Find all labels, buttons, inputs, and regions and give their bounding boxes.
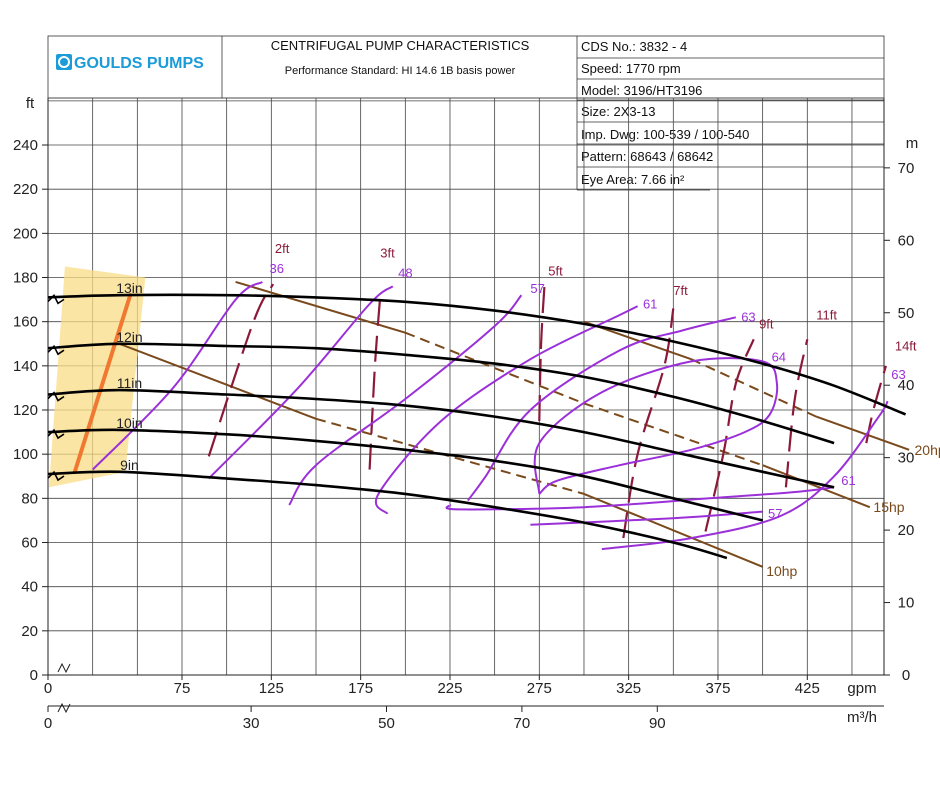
y2-tick-label: 20 <box>898 522 915 539</box>
efficiency-label-63: 63 <box>741 310 755 325</box>
y-tick-label: 120 <box>13 402 38 419</box>
npsh-line-2ft <box>209 284 273 456</box>
efficiency-label-61: 61 <box>643 296 657 311</box>
info-table: CDS No.: 3832 - 4 Speed: 1770 rpm Model:… <box>577 39 884 190</box>
head-label-11in: 11in <box>117 375 142 391</box>
x2-tick-label: 70 <box>514 715 531 732</box>
npsh-label-2ft: 2ft <box>275 241 290 256</box>
info-cds-no: CDS No.: 3832 - 4 <box>581 39 687 54</box>
header: GOULDS PUMPS CENTRIFUGAL PUMP CHARACTERI… <box>48 36 884 190</box>
y2-tick-label: 60 <box>898 232 915 249</box>
y-tick-label: 220 <box>13 181 38 198</box>
x-tick-label: 75 <box>174 680 191 697</box>
x-tick-label: 175 <box>348 680 373 697</box>
npsh-label-5ft: 5ft <box>548 263 563 278</box>
power-line-20hp-dashed <box>691 359 816 416</box>
y-tick-label: 240 <box>13 137 38 154</box>
x-tick-label: 0 <box>44 680 52 697</box>
x-tick-label: 125 <box>259 680 284 697</box>
info-pattern: Pattern: 68643 / 68642 <box>581 149 713 164</box>
efficiency-label-64: 64 <box>772 349 786 364</box>
power-label-15hp: 15hp <box>873 499 904 515</box>
x-tick-label: 425 <box>795 680 820 697</box>
y2-tick-label: 70 <box>898 160 915 177</box>
npsh-label-3ft: 3ft <box>380 246 395 261</box>
x-tick-label: 325 <box>616 680 641 697</box>
x-tick-label: 225 <box>437 680 462 697</box>
npsh-line-11ft <box>786 339 807 487</box>
y-tick-label: 0 <box>30 667 38 684</box>
efficiency-label-57: 57 <box>530 281 544 296</box>
y2-tick-label: 10 <box>898 595 915 612</box>
x2-axis-unit: m³/h <box>847 709 877 726</box>
efficiency-label-63: 63 <box>891 367 905 382</box>
chart-subtitle: Performance Standard: HI 14.6 1B basis p… <box>285 65 516 77</box>
x2-tick-label: 50 <box>378 715 395 732</box>
efficiency-label-61: 61 <box>841 473 855 488</box>
axis-break-icon <box>58 704 70 712</box>
power-label-20hp: 20hp <box>915 442 940 458</box>
y2-axis-unit: m <box>906 135 919 152</box>
efficiency-curve-48-1 <box>209 286 393 478</box>
y2-tick-label: 30 <box>898 450 915 467</box>
axis-break-icon <box>58 664 70 672</box>
y-tick-label: 180 <box>13 270 38 287</box>
chart-title: CENTRIFUGAL PUMP CHARACTERISTICS <box>271 38 530 53</box>
goulds-logo: GOULDS PUMPS <box>56 54 204 72</box>
info-eye-area: Eye Area: 7.66 in² <box>581 172 685 187</box>
head-label-10in: 10in <box>116 415 142 431</box>
power-lines: 10hp 15hp 20hp <box>120 282 940 579</box>
y-tick-label: 200 <box>13 225 38 242</box>
head-curve-11in <box>48 390 834 487</box>
head-label-13in: 13in <box>116 280 142 296</box>
power-line-10hp <box>120 344 317 419</box>
npsh-label-11ft: 11ft <box>816 307 837 322</box>
npsh-lines: 2ft 3ft 5ft 7ft 9ft 11ft 14ft <box>209 241 917 538</box>
y-tick-label: 20 <box>21 623 38 640</box>
efficiency-label-36: 36 <box>270 261 284 276</box>
y-tick-label: 100 <box>13 446 38 463</box>
x-tick-label: 275 <box>527 680 552 697</box>
info-speed: Speed: 1770 rpm <box>581 61 681 76</box>
y-tick-label: 60 <box>21 535 38 552</box>
x2-tick-label: 90 <box>649 715 666 732</box>
npsh-label-9ft: 9ft <box>759 316 774 331</box>
info-imp-dwg: Imp. Dwg: 100-539 / 100-540 <box>581 127 749 142</box>
y-tick-label: 140 <box>13 358 38 375</box>
power-label-10hp: 10hp <box>766 563 797 579</box>
x-tick-label: 375 <box>705 680 730 697</box>
head-label-12in: 12in <box>116 329 142 345</box>
npsh-label-7ft: 7ft <box>673 283 688 298</box>
y2-tick-label: 0 <box>902 667 910 684</box>
y-tick-label: 160 <box>13 314 38 331</box>
y-tick-label: 80 <box>21 490 38 507</box>
info-model: Model: 3196/HT3196 <box>581 83 702 98</box>
head-label-9in: 9in <box>120 457 139 473</box>
x2-tick-label: 0 <box>44 715 52 732</box>
y-axis-unit: ft <box>26 95 35 112</box>
x2-tick-label: 30 <box>243 715 260 732</box>
y2-tick-label: 50 <box>898 305 915 322</box>
logo-text: GOULDS PUMPS <box>74 55 204 72</box>
info-size: Size: 2X3-13 <box>581 104 655 119</box>
x-axis-unit: gpm <box>847 680 876 697</box>
npsh-label-14ft: 14ft <box>895 338 917 353</box>
head-curve-9in <box>48 472 727 558</box>
power-line-20hp-tail <box>816 417 909 450</box>
efficiency-label-48: 48 <box>398 266 412 281</box>
y-tick-label: 40 <box>21 579 38 596</box>
